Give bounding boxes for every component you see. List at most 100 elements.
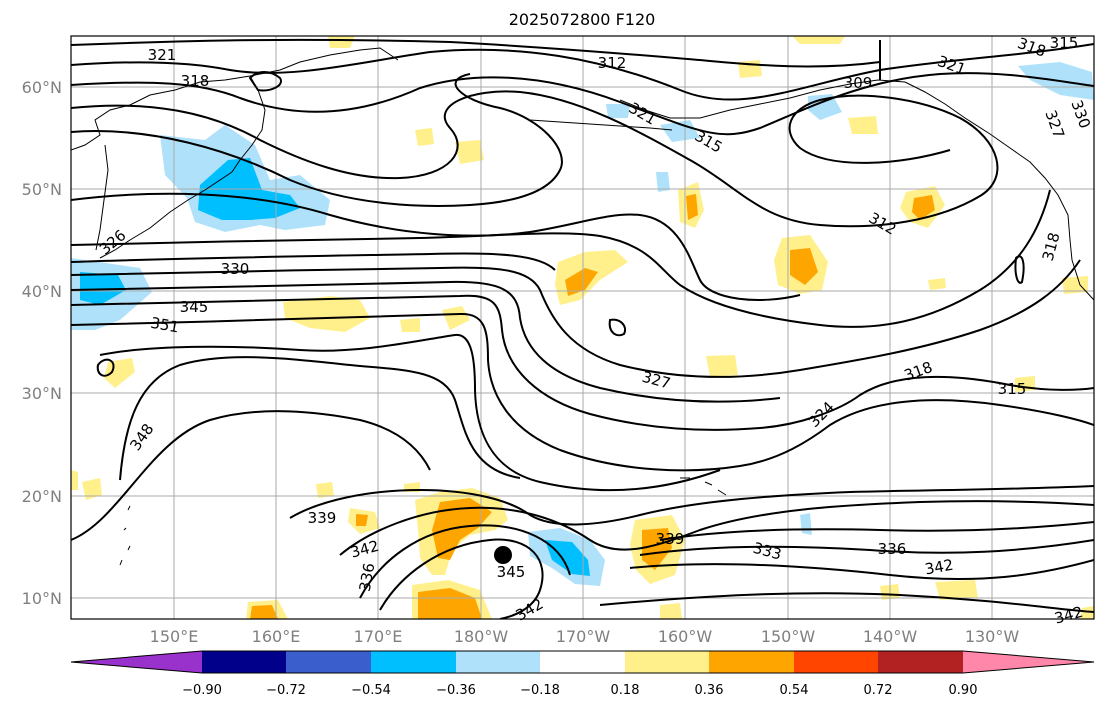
colorbar-tick-label: 0.90 [949, 683, 978, 698]
contour-label: 342 [923, 556, 954, 579]
positive-anomaly-region [935, 580, 978, 600]
contour-line [359, 524, 571, 599]
contour-line [1014, 255, 1025, 284]
colorbar-swatch [202, 651, 286, 673]
colorbar-tick-label: −0.72 [266, 683, 306, 698]
colorbar-swatch [878, 651, 963, 673]
positive-anomaly-region [792, 36, 845, 44]
asia-coastline [71, 47, 399, 151]
pacific-islands [119, 505, 131, 566]
lon-label: 180°W [454, 627, 509, 646]
contour-label: 336 [356, 561, 379, 592]
colorbar-swatch [371, 651, 456, 673]
contour-label: 321 [148, 46, 177, 64]
positive-anomaly-region [706, 355, 738, 377]
colorbar-tick-label: 0.18 [611, 683, 640, 698]
contour-label: 312 [598, 54, 627, 72]
map-title: 2025072800 F120 [509, 10, 656, 29]
colorbar-swatch [709, 651, 794, 673]
colorbar-tick-label: 0.54 [780, 683, 809, 698]
contour-line [71, 252, 556, 271]
contour-line [71, 43, 1094, 101]
colorbar-extend-high [963, 651, 1094, 673]
negative-anomaly-region [606, 104, 630, 118]
lat-label: 60°N [22, 78, 62, 97]
lat-label: 20°N [22, 487, 62, 506]
contour-line [71, 280, 781, 403]
contour-line [629, 559, 1094, 581]
contour-line [71, 312, 1094, 472]
colorbar-labels: −0.90 −0.72 −0.54 −0.36 −0.18 0.18 0.36 … [182, 683, 977, 698]
contour-label: 309 [844, 74, 873, 92]
contour-line [608, 318, 626, 337]
lon-label: 130°W [965, 627, 1020, 646]
contour-line [71, 192, 801, 301]
positive-anomaly-region [928, 278, 946, 290]
positive-anomaly-region [400, 318, 420, 332]
contour-line [96, 358, 115, 377]
contour-line [659, 521, 1094, 541]
colorbar-tick-label: −0.90 [182, 683, 222, 698]
contour-line [639, 539, 1094, 556]
contour-line [248, 71, 282, 92]
strong-positive-region [432, 498, 492, 560]
strong-positive-region [356, 514, 368, 526]
contour-line [71, 72, 1094, 136]
colorbar-extend-low [71, 651, 202, 673]
contour-label: 315 [1050, 34, 1079, 52]
contour-line [71, 90, 999, 228]
lon-label: 160°E [252, 627, 301, 646]
lon-label: 150°W [761, 627, 816, 646]
colorbar-swatch [625, 651, 709, 673]
colorbar-tick-label: 0.72 [864, 683, 893, 698]
contour-line [289, 485, 1094, 526]
contour-line [71, 189, 1051, 328]
north-america-coastline [904, 81, 1094, 301]
lon-label: 170°W [556, 627, 611, 646]
map-content [71, 36, 1094, 619]
colorbar-tick-label: −0.18 [520, 683, 560, 698]
contour-label: 330 [221, 260, 250, 278]
strong-negative-region [545, 540, 590, 576]
positive-anomaly-region [1062, 276, 1088, 294]
contour-label: 351 [149, 314, 180, 337]
aleutian-islands [529, 119, 673, 131]
positive-anomaly-region [455, 140, 484, 164]
hawaiian-islands [680, 477, 727, 496]
lon-label: 160°W [658, 627, 713, 646]
lat-label: 50°N [22, 180, 62, 199]
negative-anomaly-region [656, 172, 670, 192]
colorbar-swatch [794, 651, 878, 673]
positive-anomaly-region [328, 36, 355, 48]
graticule [71, 36, 1094, 619]
colorbar [70, 650, 1095, 674]
contour-label: 318 [181, 72, 210, 90]
latitude-labels: 60°N 50°N 40°N 30°N 20°N 10°N [22, 78, 62, 608]
lat-label: 30°N [22, 384, 62, 403]
contour-lines [71, 38, 1094, 619]
positive-anomaly-region [1080, 606, 1094, 619]
colorbar-tick-label: 0.36 [695, 683, 724, 698]
lat-label: 40°N [22, 282, 62, 301]
positive-anomaly-region [415, 128, 434, 146]
positive-anomaly-region [660, 603, 682, 619]
contour-line [71, 38, 881, 68]
positive-anomaly-region [71, 470, 78, 490]
contour-line [119, 356, 521, 481]
map-frame [70, 35, 1095, 620]
contour-label: 315 [998, 380, 1027, 398]
contour-line [71, 73, 563, 207]
positive-anomaly-region [82, 478, 102, 500]
contour-label: 336 [878, 540, 907, 558]
lon-label: 170°E [354, 627, 403, 646]
strong-positive-region [418, 588, 482, 619]
positive-anomaly-region [104, 358, 135, 388]
alaska-coastline [619, 79, 906, 119]
colorbar-tick-label: −0.54 [351, 683, 391, 698]
positive-anomaly-region [848, 116, 878, 134]
colorbar-swatch [286, 651, 371, 673]
positive-anomaly-region [283, 296, 370, 332]
contour-label: 339 [656, 530, 685, 548]
contour-line [99, 333, 721, 492]
